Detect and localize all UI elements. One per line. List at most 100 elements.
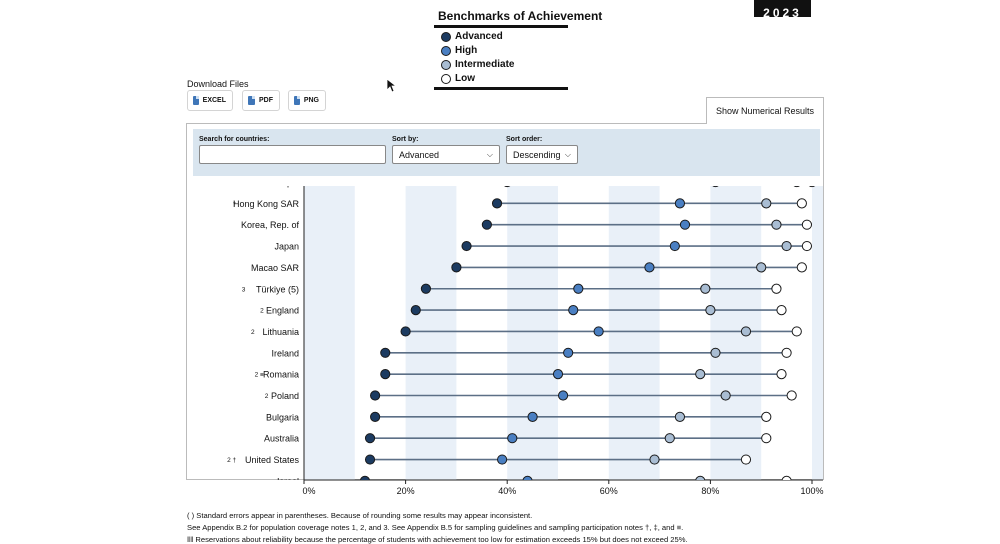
download-pdf-label: PDF (259, 97, 273, 104)
data-point-low (771, 283, 782, 294)
data-point-intermediate (710, 347, 721, 358)
country-note: 3 (242, 286, 246, 293)
country-label: England (266, 306, 299, 316)
chart-rows: Chinese Taipei Hong Kong SAR† Korea, Rep. … (227, 186, 816, 486)
x-tick-label: 80% (701, 486, 719, 496)
data-point-high (593, 326, 604, 337)
country-label: Romania (263, 370, 299, 380)
data-point-intermediate (720, 390, 731, 401)
legend-bottom-rule (434, 87, 568, 90)
legend-label-high: High (455, 45, 478, 56)
country-label: Lithuania (262, 327, 299, 337)
pdf-file-icon (248, 96, 255, 105)
grid-band (812, 186, 823, 480)
x-tick-label: 0% (302, 486, 315, 496)
data-point-intermediate (695, 475, 706, 480)
data-point-intermediate (756, 262, 767, 273)
data-point-advanced (364, 454, 376, 465)
country-note: 2 (251, 329, 255, 336)
data-point-high (573, 283, 584, 294)
data-point-high (557, 390, 569, 401)
country-label: United States (245, 455, 300, 465)
chevron-down-icon: ⌵ (486, 149, 493, 159)
data-point-low (801, 240, 813, 252)
legend-item-advanced: Advanced (441, 31, 503, 42)
data-point-intermediate (649, 454, 660, 465)
legend-label-low: Low (455, 73, 475, 84)
data-point-high (712, 186, 719, 188)
country-label: Hong Kong SAR (233, 199, 300, 209)
data-point-advanced (410, 305, 421, 316)
legend-title: Benchmarks of Achievement (438, 9, 603, 23)
data-point-low (740, 454, 752, 465)
download-pdf-button[interactable]: PDF (242, 90, 280, 111)
grid-band (507, 186, 558, 480)
x-tick-label: 60% (600, 486, 618, 496)
country-search-input[interactable] (199, 145, 386, 164)
download-png-label: PNG (303, 97, 319, 104)
legend-label-intermediate: Intermediate (455, 59, 515, 70)
data-point-high (644, 262, 655, 273)
data-point-high (497, 454, 508, 465)
footnote-standard-errors: ( ) Standard errors appear in parenthese… (187, 511, 533, 520)
data-point-high (674, 198, 686, 209)
data-point-advanced (364, 433, 376, 444)
data-point-advanced (400, 326, 411, 337)
data-point-advanced (420, 283, 432, 294)
data-point-advanced (481, 219, 492, 230)
grid-band (405, 186, 457, 480)
country-label: Poland (271, 391, 299, 401)
legend-item-intermediate: Intermediate (441, 59, 514, 70)
data-point-high (552, 369, 564, 380)
show-numerical-results-tab[interactable]: Show Numerical Results (706, 97, 824, 124)
country-label: Japan (274, 242, 299, 252)
data-point-low (791, 326, 802, 337)
sort-by-label: Sort by: (392, 136, 419, 143)
legend-label-advanced: Advanced (455, 31, 503, 42)
country-label: Bulgaria (266, 412, 299, 422)
legend-dot-advanced (441, 31, 451, 42)
data-point-low (786, 390, 797, 401)
data-point-intermediate (664, 433, 675, 444)
data-point-low (796, 262, 807, 273)
country-label: Ireland (271, 348, 299, 358)
excel-file-icon (193, 96, 199, 105)
data-point-intermediate (781, 240, 792, 252)
data-point-low (761, 411, 772, 422)
country-label: Macao SAR (251, 263, 300, 273)
data-point-advanced (451, 262, 462, 273)
legend-item-high: High (441, 45, 477, 56)
country-label: Israel (277, 476, 299, 486)
sort-by-select[interactable]: Advanced ⌵ (392, 145, 500, 164)
data-point-intermediate (674, 411, 686, 422)
mouse-cursor-icon (386, 78, 396, 93)
data-point-intermediate (761, 198, 772, 209)
png-file-icon (294, 96, 300, 105)
data-point-high (507, 433, 518, 444)
country-label: Korea, Rep. of (241, 220, 300, 230)
data-point-high (669, 240, 680, 252)
download-files-label: Download Files (187, 79, 249, 89)
sort-order-select[interactable]: Descending ⌵ (506, 145, 578, 164)
legend-top-rule (434, 25, 568, 28)
sort-order-value: Descending (513, 149, 561, 160)
legend-dot-intermediate (441, 59, 451, 70)
data-point-advanced (491, 198, 503, 209)
country-note: 2 † (227, 457, 236, 464)
data-point-intermediate (793, 186, 800, 188)
data-point-low (801, 219, 813, 230)
data-point-intermediate (700, 283, 711, 294)
sort-by-value: Advanced (399, 149, 440, 160)
country-note: 2 (260, 308, 264, 315)
data-point-advanced (370, 411, 381, 422)
data-point-intermediate (695, 369, 706, 380)
data-point-low (781, 347, 792, 358)
data-point-low (776, 369, 787, 380)
data-point-advanced (380, 369, 391, 380)
year-text: 2023 (763, 6, 802, 20)
download-excel-button[interactable]: EXCEL (187, 90, 233, 111)
data-point-low (781, 475, 792, 480)
grid-band (710, 186, 762, 480)
data-point-high (568, 305, 579, 316)
download-png-button[interactable]: PNG (288, 90, 326, 111)
